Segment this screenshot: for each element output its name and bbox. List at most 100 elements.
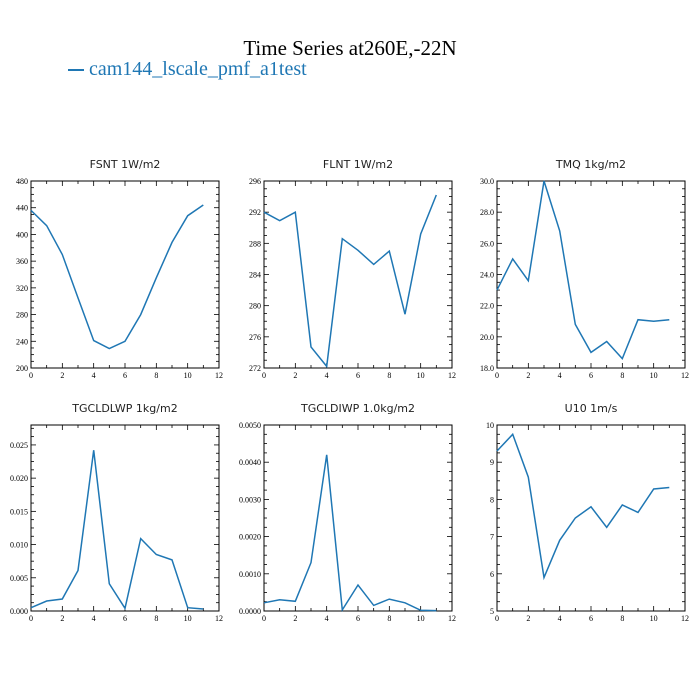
- x-tick-label: 0: [262, 614, 266, 623]
- x-tick-label: 4: [558, 371, 562, 380]
- series-line: [263, 194, 437, 369]
- x-tick-label: 6: [123, 371, 127, 380]
- x-tick-label: 0: [495, 614, 499, 623]
- x-tick-label: 4: [92, 371, 96, 380]
- x-tick-label: 6: [123, 614, 127, 623]
- x-tick-label: 4: [558, 614, 562, 623]
- x-tick-label: 4: [325, 614, 329, 623]
- x-tick-label: 10: [417, 371, 425, 380]
- x-tick-label: 0: [262, 371, 266, 380]
- y-tick-label: 276: [249, 333, 261, 342]
- y-tick-label: 0.015: [10, 507, 28, 516]
- y-tick-label: 9: [490, 458, 494, 467]
- y-tick-label: 0.0030: [239, 495, 261, 504]
- y-tick-label: 10: [486, 421, 494, 430]
- y-tick-label: 440: [16, 204, 28, 213]
- x-tick-label: 12: [448, 371, 456, 380]
- y-tick-label: 284: [249, 271, 261, 280]
- y-tick-label: 480: [16, 177, 28, 186]
- series-line: [496, 180, 670, 360]
- series-line: [30, 450, 204, 611]
- y-tick-label: 26.0: [480, 239, 494, 248]
- panel-title: TGCLDLWP 1kg/m2: [71, 402, 177, 415]
- y-tick-label: 20.0: [480, 333, 494, 342]
- y-tick-label: 0.0040: [239, 458, 261, 467]
- x-tick-label: 8: [620, 614, 624, 623]
- panel-title: FLNT 1W/m2: [323, 158, 393, 171]
- y-tick-label: 360: [16, 257, 28, 266]
- y-tick-label: 22.0: [480, 302, 494, 311]
- plot-frame: [496, 180, 686, 369]
- x-tick-label: 6: [589, 614, 593, 623]
- x-tick-label: 0: [495, 371, 499, 380]
- x-tick-label: 10: [184, 614, 192, 623]
- x-tick-label: 2: [60, 371, 64, 380]
- y-tick-label: 8: [490, 495, 494, 504]
- y-tick-label: 292: [249, 208, 261, 217]
- y-tick-label: 0.0020: [239, 533, 261, 542]
- x-tick-label: 4: [325, 371, 329, 380]
- y-tick-label: 0.025: [10, 441, 28, 450]
- y-tick-label: 240: [16, 337, 28, 346]
- plot-frame: [496, 424, 686, 612]
- x-tick-label: 0: [29, 614, 33, 623]
- y-tick-label: 7: [490, 533, 494, 542]
- y-tick-label: 280: [249, 302, 261, 311]
- x-tick-label: 12: [681, 614, 689, 623]
- y-tick-label: 5: [490, 607, 494, 616]
- legend: cam144_lscale_pmf_a1test: [68, 58, 307, 81]
- x-tick-label: 6: [589, 371, 593, 380]
- y-tick-label: 0.020: [10, 474, 28, 483]
- series-line: [263, 454, 437, 613]
- x-tick-label: 8: [387, 614, 391, 623]
- y-tick-label: 0.000: [10, 607, 28, 616]
- y-tick-label: 400: [16, 230, 28, 239]
- chart-panel-2: FLNT 1W/m2 0 2 4 6 8 10 12 272 276 280 284 288 292 296: [249, 158, 456, 380]
- plot-frame: [263, 180, 453, 369]
- x-tick-label: 12: [681, 371, 689, 380]
- x-tick-label: 12: [215, 614, 223, 623]
- chart-panel-6: U10 1m/s 0 2 4 6 8 10 12 5 6 7 8 9 10: [486, 402, 689, 623]
- x-tick-label: 6: [356, 614, 360, 623]
- x-tick-label: 10: [184, 371, 192, 380]
- y-tick-label: 288: [249, 239, 261, 248]
- chart-panel-5: TGCLDIWP 1.0kg/m2 0 2 4 6 8 10 12 0.0000 0.0010 0.…: [239, 402, 456, 623]
- y-tick-label: 6: [490, 570, 494, 579]
- chart-panel-3: TMQ 1kg/m2 0 2 4 6 8 10 12 18.0 20.0 22.0 24.0 26.0 2…: [480, 158, 689, 380]
- y-tick-label: 0.0050: [239, 421, 261, 430]
- y-tick-label: 296: [249, 177, 261, 186]
- x-tick-label: 8: [387, 371, 391, 380]
- x-tick-label: 2: [526, 614, 530, 623]
- y-tick-label: 24.0: [480, 271, 494, 280]
- x-tick-label: 2: [60, 614, 64, 623]
- panel-title: U10 1m/s: [565, 402, 618, 415]
- y-tick-label: 200: [16, 364, 28, 373]
- x-tick-label: 12: [215, 371, 223, 380]
- chart-panel-1: FSNT 1W/m2 0 2 4 6 8 10 12 200 240 280 320 360 400 440…: [16, 158, 223, 380]
- x-tick-label: 12: [448, 614, 456, 623]
- x-tick-label: 2: [293, 371, 297, 380]
- x-tick-label: 6: [356, 371, 360, 380]
- y-tick-label: 320: [16, 284, 28, 293]
- x-tick-label: 8: [154, 371, 158, 380]
- x-tick-label: 2: [293, 614, 297, 623]
- plot-frame: [263, 424, 453, 612]
- x-tick-label: 8: [154, 614, 158, 623]
- chart-panel-4: TGCLDLWP 1kg/m2 0 2 4 6 8 10 12 0.000 0.005 0.010 0…: [10, 402, 223, 623]
- page-title: Time Series at260E,-22N: [243, 36, 457, 60]
- x-tick-label: 10: [417, 614, 425, 623]
- y-tick-label: 30.0: [480, 177, 494, 186]
- panel-title: FSNT 1W/m2: [90, 158, 161, 171]
- panel-title: TMQ 1kg/m2: [555, 158, 626, 171]
- legend-line-icon: [68, 69, 84, 72]
- x-tick-label: 10: [650, 614, 658, 623]
- y-tick-label: 0.010: [10, 541, 28, 550]
- panel-title: TGCLDIWP 1.0kg/m2: [300, 402, 415, 415]
- series-line: [30, 204, 204, 350]
- legend-label: cam144_lscale_pmf_a1test: [89, 58, 307, 80]
- y-tick-label: 0.005: [10, 574, 28, 583]
- x-tick-label: 2: [526, 371, 530, 380]
- y-tick-label: 272: [249, 364, 261, 373]
- y-tick-label: 0.0010: [239, 570, 261, 579]
